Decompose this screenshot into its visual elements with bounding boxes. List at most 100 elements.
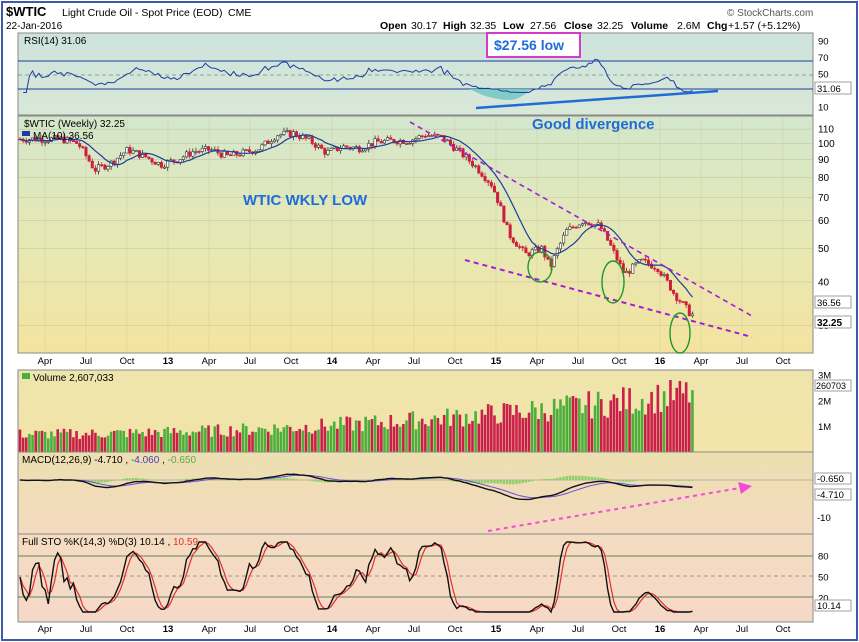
volume-bar: [669, 379, 672, 452]
volume-bar: [257, 427, 261, 452]
price-legend: $WTIC (Weekly) 32.25: [24, 119, 125, 130]
volume-bar: [687, 402, 691, 452]
volume-bar: [128, 428, 132, 452]
volume-bar: [486, 404, 490, 452]
volume-bar: [109, 431, 113, 452]
candle-body: [452, 143, 456, 151]
candle-body: [474, 165, 478, 168]
sto-k-line: [19, 541, 693, 614]
volume-bar: [235, 430, 239, 452]
volume-bar: [505, 403, 509, 452]
volume-bar: [348, 417, 352, 452]
macd-hist-bar: [339, 480, 342, 482]
volume-bar: [662, 391, 666, 452]
x-tick-label: Apr: [530, 624, 545, 635]
volume-bar: [691, 390, 694, 452]
candle-body: [690, 313, 694, 317]
volume-bar: [376, 425, 380, 452]
candle-body: [687, 304, 691, 317]
volume-bar: [483, 414, 487, 452]
candle-body: [414, 138, 418, 141]
volume-bar: [229, 426, 232, 452]
volume-bar: [112, 430, 116, 452]
volume-bar: [562, 405, 565, 452]
ma10-line: [19, 134, 693, 298]
x-tick-label: Apr: [530, 356, 545, 367]
volume-bar: [342, 425, 345, 452]
candle-body: [317, 144, 321, 148]
candle-body: [106, 166, 110, 170]
volume-bar: [329, 425, 333, 452]
volume-bar: [408, 412, 411, 452]
sto-axis: 20 50 80: [818, 552, 829, 605]
rsi-tick-label: 90: [818, 37, 829, 48]
macd-hist-bar: [499, 480, 502, 484]
candle-body: [675, 293, 679, 301]
macd-hist-bar: [160, 480, 163, 481]
macd-hist-bar: [508, 480, 512, 485]
volume-bar: [644, 414, 647, 452]
macd-hist-bar: [314, 480, 317, 482]
candle-body: [480, 172, 484, 177]
macd-hist-bar: [486, 480, 490, 484]
macd-hist-bar: [113, 480, 116, 481]
volume-bar: [386, 429, 389, 452]
volume-bar: [622, 387, 625, 452]
candle-body: [156, 162, 160, 165]
volume-bar: [370, 419, 374, 452]
macd-hist-bar: [285, 478, 289, 480]
volume-bar: [581, 413, 584, 452]
volume-bar: [81, 435, 85, 452]
volume-bar: [53, 436, 56, 452]
candle-body: [562, 234, 566, 244]
volume-bar: [219, 434, 223, 452]
volume-bar: [596, 391, 600, 452]
macd-hist-bar: [323, 480, 326, 483]
candle-body: [93, 167, 97, 172]
x-tick-label: Jul: [244, 356, 256, 367]
volume-bar: [87, 435, 91, 452]
open-value: 30.17: [411, 20, 437, 32]
x-tick-label: Jul: [572, 356, 584, 367]
volume-bar: [21, 437, 25, 452]
x-tick-label: Jul: [80, 356, 92, 367]
volume-bar: [631, 413, 635, 452]
sto-tick-label: 80: [818, 552, 829, 563]
volume-bar: [125, 437, 129, 452]
volume-bar: [543, 413, 547, 452]
candle-body: [379, 141, 383, 144]
volume-bar: [345, 416, 349, 452]
candle-body: [263, 140, 267, 146]
quote-bar: Open 30.17 High 32.35 Low 27.56 Close 32…: [380, 20, 800, 32]
volume-bar: [310, 433, 314, 452]
macd-hist-bar: [590, 476, 594, 480]
weekly-low-annotation: WTIC WKLY LOW: [243, 192, 368, 209]
macd-hist-bar: [270, 478, 273, 480]
volume-bar: [238, 432, 242, 452]
price-tick-label: 90: [818, 155, 830, 166]
candle-body: [678, 300, 682, 302]
volume-bar: [156, 431, 160, 452]
rsi-last-box: [814, 81, 852, 95]
macd-line: [19, 473, 693, 501]
volume-bar: [496, 423, 499, 452]
volume-bar: [254, 431, 257, 452]
volume-bar: [244, 426, 248, 452]
volume-tick-label: 2M: [818, 396, 831, 407]
macd-hist-bar: [216, 479, 220, 480]
volume-bars: [18, 379, 694, 452]
volume-bar: [94, 432, 97, 452]
volume-legend-swatch: [22, 373, 30, 379]
volume-bar: [650, 391, 653, 452]
candle-body: [367, 143, 371, 150]
candle-body: [408, 142, 412, 145]
candle-body: [514, 242, 518, 247]
macd-legend: MACD(12,26,9) -4.710 , -4.060 , -0.650: [22, 455, 196, 466]
volume-bar: [210, 436, 213, 452]
volume-bar: [477, 423, 481, 452]
volume-bar: [46, 438, 50, 452]
volume-bar: [134, 429, 138, 452]
x-tick-label: Oct: [776, 624, 791, 635]
close-last-label: 32.25: [817, 318, 842, 329]
candle-body: [492, 185, 496, 193]
